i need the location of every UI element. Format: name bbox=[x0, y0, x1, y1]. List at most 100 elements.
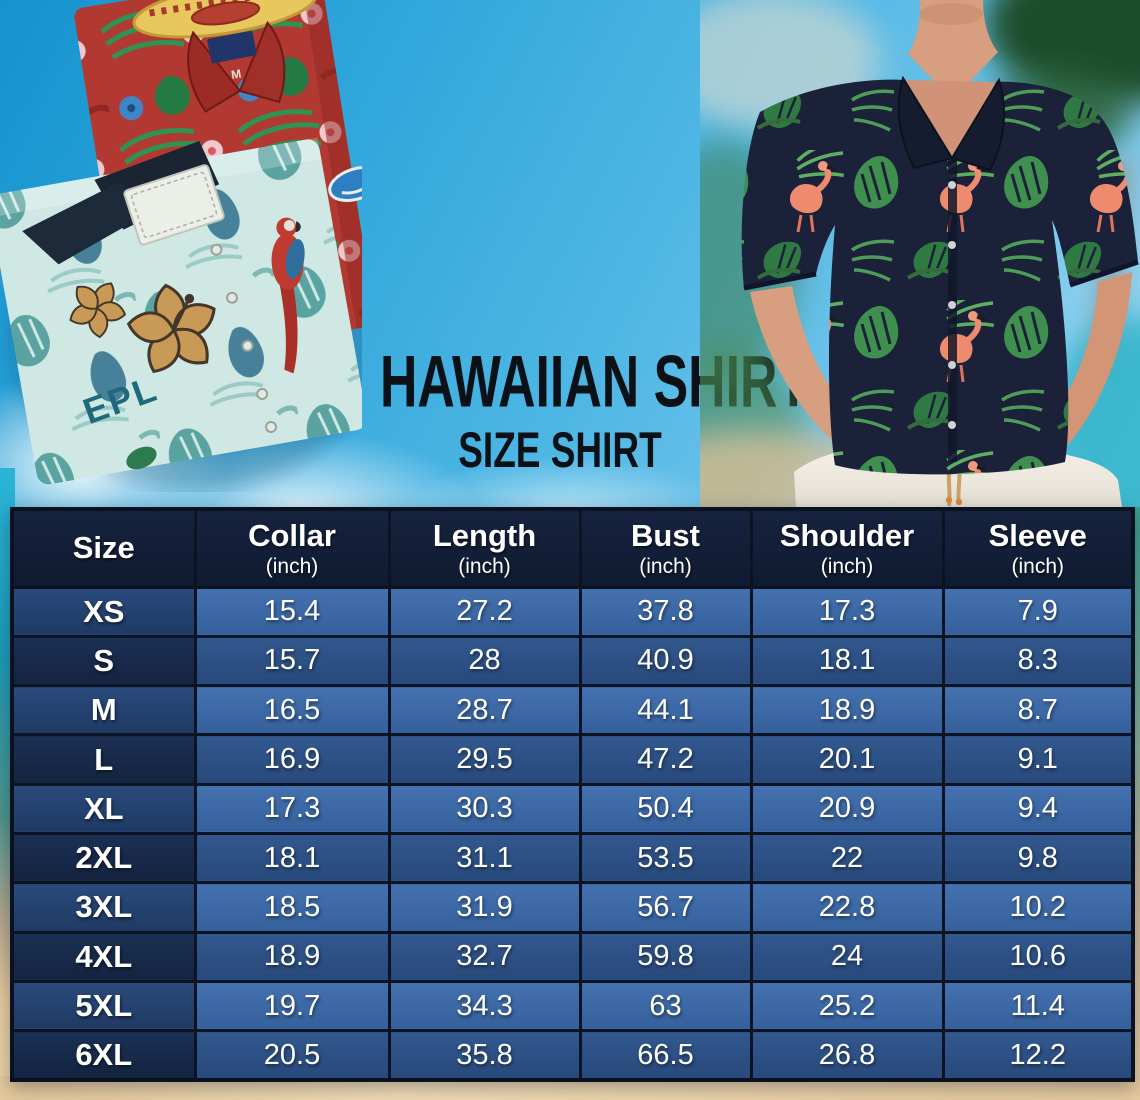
header-label: Shoulder bbox=[779, 517, 915, 553]
value-cell: 18.5 bbox=[193, 881, 391, 934]
size-cell: 2XL bbox=[10, 831, 197, 885]
value-cell: 31.1 bbox=[387, 831, 582, 885]
value-cell: 11.4 bbox=[941, 979, 1135, 1033]
table-row-2xl: 2XL 18.1 31.1 53.5 22 9.8 bbox=[10, 831, 1135, 885]
value-cell: 53.5 bbox=[578, 831, 753, 885]
value-cell: 32.7 bbox=[387, 930, 582, 983]
value-cell: 26.8 bbox=[749, 1029, 945, 1082]
value-cell: 63 bbox=[578, 979, 753, 1033]
value-cell: 34.3 bbox=[387, 979, 582, 1033]
value-cell: 10.2 bbox=[941, 881, 1135, 934]
header-label: Collar bbox=[248, 517, 336, 553]
value-cell: 27.2 bbox=[387, 585, 582, 638]
red-shirt-logo bbox=[328, 165, 362, 202]
header-cell-sleeve: Sleeve (inch) bbox=[941, 507, 1135, 589]
value-cell: 9.1 bbox=[941, 733, 1135, 786]
value-cell: 25.2 bbox=[749, 979, 945, 1033]
header-unit: (inch) bbox=[458, 554, 511, 578]
header-unit: (inch) bbox=[820, 554, 874, 578]
shirt-buttons bbox=[210, 243, 278, 433]
value-cell: 28 bbox=[387, 634, 582, 688]
size-cell: 3XL bbox=[10, 881, 197, 934]
value-cell: 17.3 bbox=[193, 782, 391, 835]
value-cell: 16.5 bbox=[193, 684, 391, 737]
value-cell: 35.8 bbox=[387, 1029, 582, 1082]
table-row-l: L 16.9 29.5 47.2 20.1 9.1 bbox=[10, 733, 1135, 786]
value-cell: 8.7 bbox=[941, 684, 1135, 737]
table-row-3xl: 3XL 18.5 31.9 56.7 22.8 10.2 bbox=[10, 881, 1135, 934]
value-cell: 37.8 bbox=[578, 585, 753, 638]
table-row-5xl: 5XL 19.7 34.3 63 25.2 11.4 bbox=[10, 979, 1135, 1033]
header-label: Length bbox=[432, 517, 537, 553]
value-cell: 66.5 bbox=[578, 1029, 753, 1082]
page-subtitle: SIZE SHIRT bbox=[458, 422, 662, 478]
value-cell: 56.7 bbox=[578, 881, 753, 934]
folded-shirts-photo: M bbox=[0, 0, 362, 490]
value-cell: 12.2 bbox=[941, 1029, 1135, 1082]
model-neck bbox=[905, 0, 998, 160]
value-cell: 16.9 bbox=[193, 733, 391, 786]
value-cell: 10.6 bbox=[941, 930, 1135, 983]
header-unit: (inch) bbox=[639, 554, 692, 578]
table-row-xl: XL 17.3 30.3 50.4 20.9 9.4 bbox=[10, 782, 1135, 835]
value-cell: 19.7 bbox=[193, 979, 391, 1033]
value-cell: 31.9 bbox=[387, 881, 582, 934]
header-label: Bust bbox=[631, 517, 700, 553]
size-cell: L bbox=[10, 733, 197, 786]
header-row: Size Collar (inch) Length (inch) Bust (inch) Sh… bbox=[10, 507, 1135, 589]
table-row-s: S 15.7 28 40.9 18.1 8.3 bbox=[10, 634, 1135, 688]
size-cell: XS bbox=[10, 585, 197, 638]
table-row-m: M 16.5 28.7 44.1 18.9 8.7 bbox=[10, 684, 1135, 737]
value-cell: 18.9 bbox=[749, 684, 945, 737]
value-cell: 20.1 bbox=[749, 733, 945, 786]
value-cell: 59.8 bbox=[578, 930, 753, 983]
header-label: Size bbox=[72, 530, 135, 566]
value-cell: 9.4 bbox=[941, 782, 1135, 835]
header-label: Sleeve bbox=[988, 517, 1087, 553]
value-cell: 15.7 bbox=[193, 634, 391, 688]
value-cell: 8.3 bbox=[941, 634, 1135, 688]
value-cell: 30.3 bbox=[387, 782, 582, 835]
value-cell: 15.4 bbox=[193, 585, 391, 638]
table-row-4xl: 4XL 18.9 32.7 59.8 24 10.6 bbox=[10, 930, 1135, 983]
header-unit: (inch) bbox=[1011, 554, 1064, 578]
size-table-body: XS 15.4 27.2 37.8 17.3 7.9 S 15.7 28 40.9 18.1 8.3 M… bbox=[10, 585, 1135, 1082]
value-cell: 7.9 bbox=[941, 585, 1135, 638]
table-row-6xl: 6XL 20.5 35.8 66.5 26.8 12.2 bbox=[10, 1029, 1135, 1082]
teal-hawaiian-shirt: EPL bbox=[0, 137, 362, 485]
value-cell: 17.3 bbox=[749, 585, 945, 638]
value-cell: 20.9 bbox=[749, 782, 945, 835]
value-cell: 44.1 bbox=[578, 684, 753, 737]
red-shirt-size-tag: M bbox=[230, 67, 242, 82]
header-cell-bust: Bust (inch) bbox=[578, 507, 753, 589]
value-cell: 18.1 bbox=[749, 634, 945, 688]
value-cell: 29.5 bbox=[387, 733, 582, 786]
value-cell: 20.5 bbox=[193, 1029, 391, 1082]
value-cell: 24 bbox=[749, 930, 945, 983]
size-cell: 4XL bbox=[10, 930, 197, 983]
size-cell: S bbox=[10, 634, 197, 688]
value-cell: 9.8 bbox=[941, 831, 1135, 885]
value-cell: 50.4 bbox=[578, 782, 753, 835]
model-wearing-flamingo-shirt-photo bbox=[700, 0, 1140, 507]
value-cell: 18.9 bbox=[193, 930, 391, 983]
header-cell-size: Size bbox=[10, 507, 197, 589]
header-cell-shoulder: Shoulder (inch) bbox=[749, 507, 945, 589]
size-cell: 6XL bbox=[10, 1029, 197, 1082]
header-cell-length: Length (inch) bbox=[387, 507, 582, 589]
value-cell: 28.7 bbox=[387, 684, 582, 737]
header-unit: (inch) bbox=[265, 554, 319, 578]
value-cell: 18.1 bbox=[193, 831, 391, 885]
flamingo-shirt bbox=[741, 75, 1139, 475]
parrot-print bbox=[271, 217, 305, 374]
value-cell: 47.2 bbox=[578, 733, 753, 786]
table-row-xs: XS 15.4 27.2 37.8 17.3 7.9 bbox=[10, 585, 1135, 638]
shirt-buttons bbox=[948, 181, 956, 429]
size-cell: XL bbox=[10, 782, 197, 835]
size-cell: 5XL bbox=[10, 979, 197, 1033]
value-cell: 40.9 bbox=[578, 634, 753, 688]
size-cell: M bbox=[10, 684, 197, 737]
value-cell: 22.8 bbox=[749, 881, 945, 934]
size-chart-header: Size Collar (inch) Length (inch) Bust (inch) Sh… bbox=[10, 507, 1135, 589]
